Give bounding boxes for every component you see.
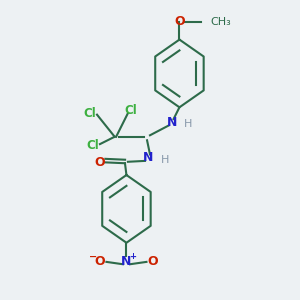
- Text: O: O: [174, 15, 185, 28]
- Text: CH₃: CH₃: [210, 17, 231, 27]
- Text: H: H: [184, 119, 193, 129]
- Text: H: H: [160, 155, 169, 165]
- Text: N: N: [167, 116, 177, 128]
- Text: Cl: Cl: [86, 139, 99, 152]
- Text: N: N: [143, 151, 154, 164]
- Text: Cl: Cl: [83, 107, 96, 120]
- Text: N: N: [121, 255, 132, 268]
- Text: O: O: [148, 255, 158, 268]
- Text: −: −: [89, 252, 98, 262]
- Text: Cl: Cl: [124, 104, 137, 117]
- Text: O: O: [94, 156, 105, 169]
- Text: O: O: [94, 255, 105, 268]
- Text: +: +: [129, 252, 137, 261]
